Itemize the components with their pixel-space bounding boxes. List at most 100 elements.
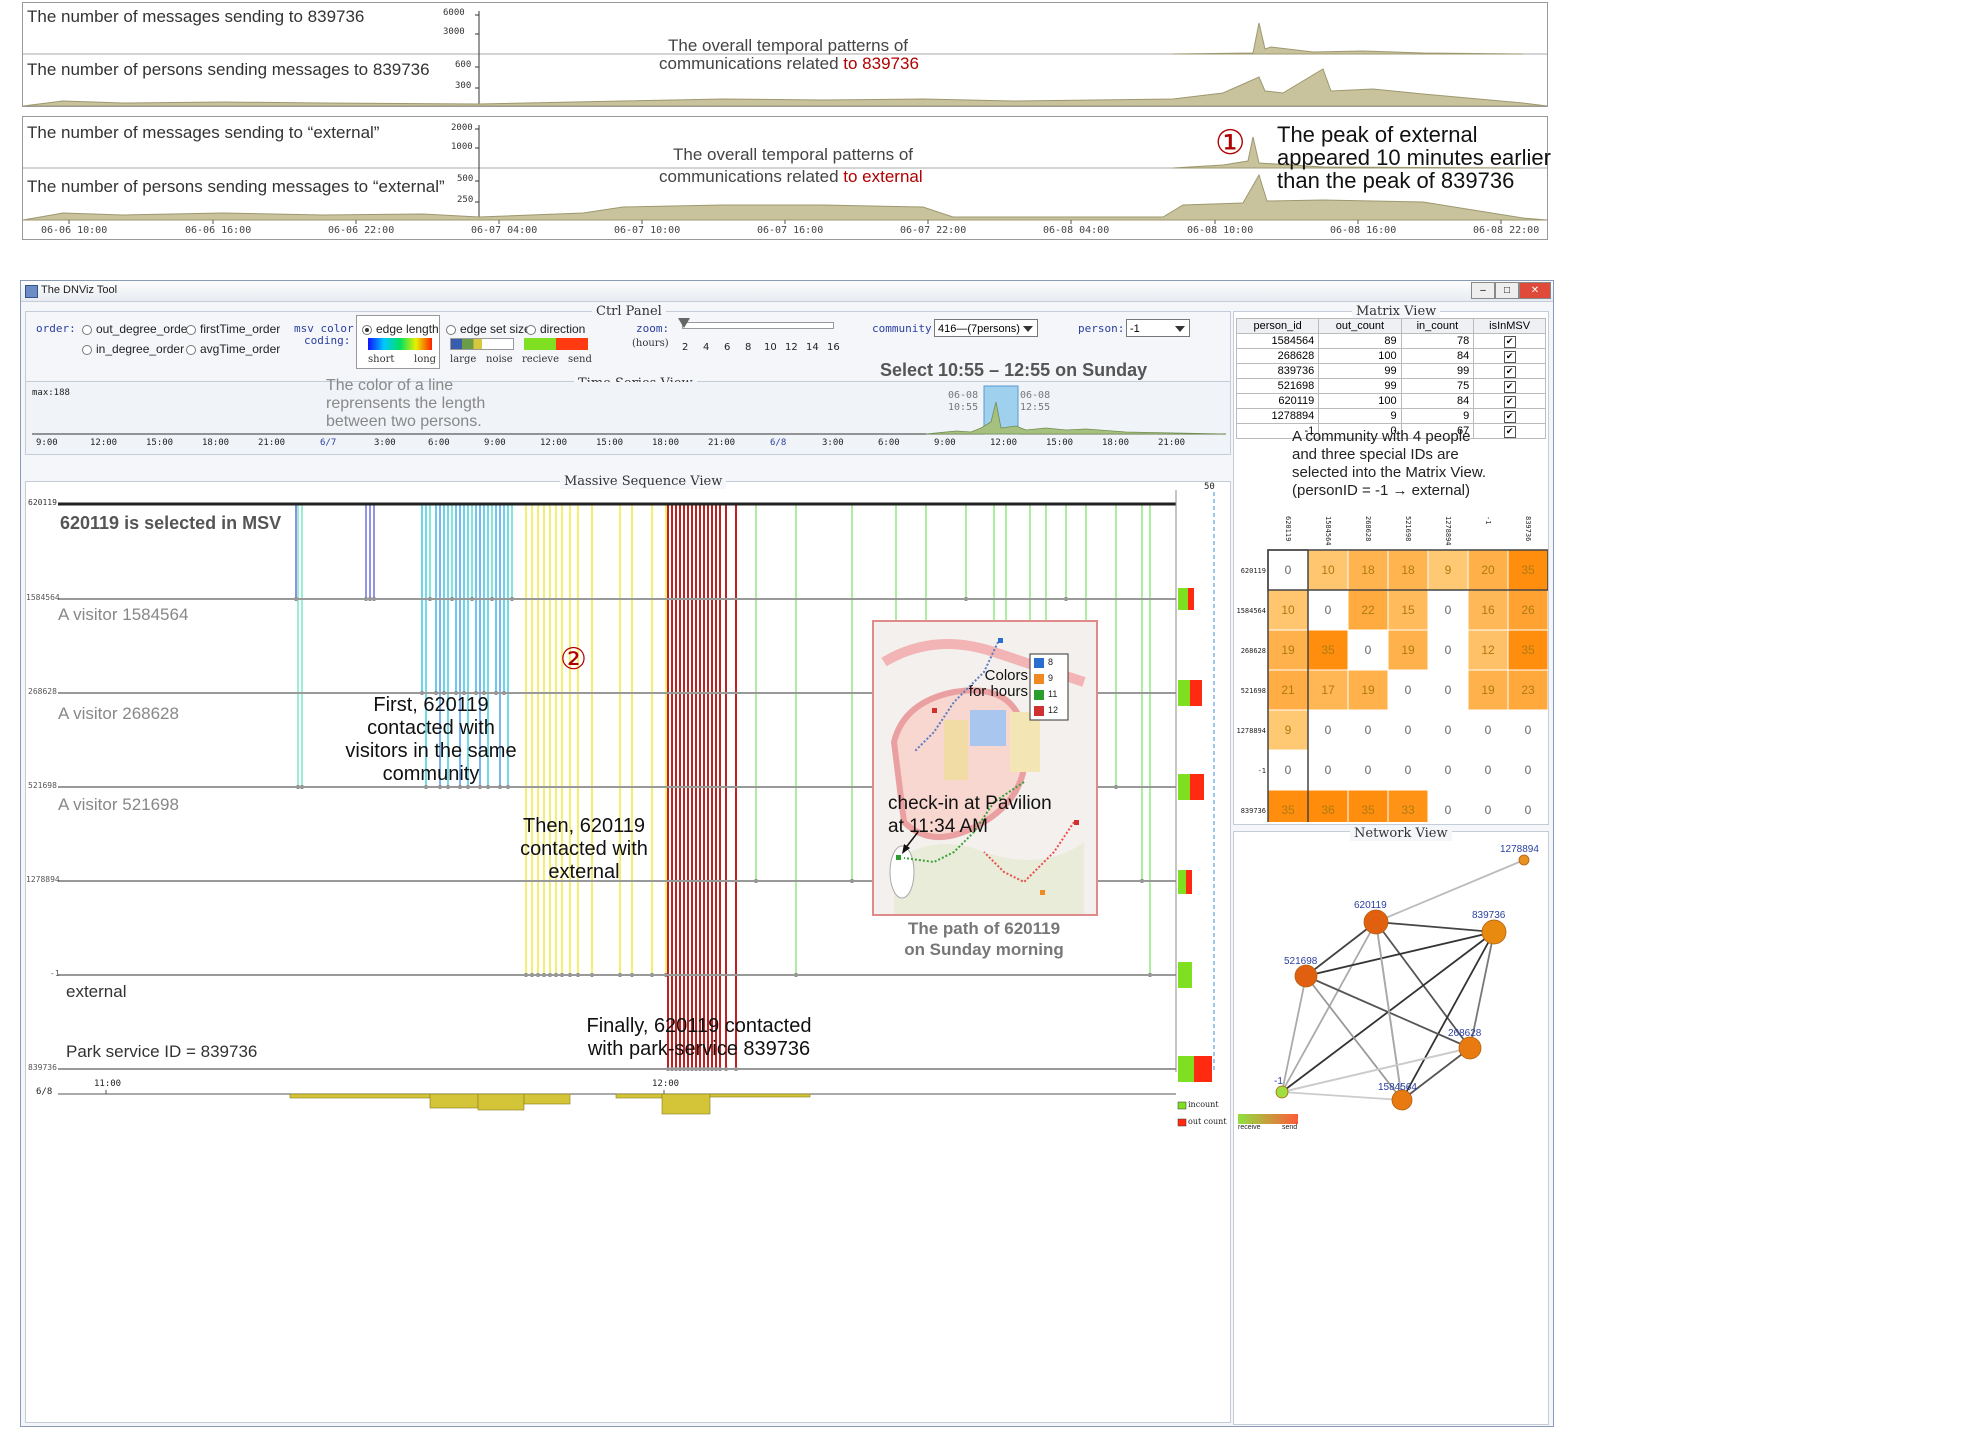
matrix-cell[interactable] [1307, 709, 1349, 751]
is-in-msv-checkbox[interactable]: ✔ [1473, 423, 1546, 439]
checkbox-icon[interactable]: ✔ [1503, 425, 1516, 438]
checkbox-icon[interactable]: ✔ [1503, 395, 1516, 408]
radio-out-degree-order[interactable]: out_degree_order [82, 322, 191, 336]
legend-long: long [414, 354, 437, 365]
matrix-cell-value: 0 [1485, 723, 1492, 737]
matrix-cell-value: 0 [1445, 643, 1452, 657]
matrix-cell-value: 23 [1521, 683, 1535, 697]
matrix-cell[interactable] [1427, 749, 1469, 791]
zoom-slider-thumb[interactable] [678, 318, 690, 328]
matrix-cell[interactable] [1387, 549, 1429, 591]
msv-plot[interactable] [26, 482, 1230, 1422]
col-header[interactable]: in_count [1400, 318, 1475, 334]
matrix-row-label: 1584564 [1236, 607, 1266, 615]
is-in-msv-checkbox[interactable]: ✔ [1473, 333, 1546, 349]
matrix-cell[interactable] [1307, 549, 1349, 591]
matrix-cell[interactable] [1467, 629, 1509, 671]
matrix-cell-value: 15 [1401, 603, 1415, 617]
radio-first-time-order[interactable]: firstTime_order [186, 322, 280, 336]
matrix-cell[interactable] [1467, 749, 1509, 791]
is-in-msv-checkbox[interactable]: ✔ [1473, 378, 1546, 394]
radio-edge-length[interactable]: edge length [362, 322, 439, 336]
matrix-cell[interactable] [1387, 589, 1429, 631]
checkbox-icon[interactable]: ✔ [1503, 365, 1516, 378]
network-node[interactable] [1481, 919, 1507, 945]
col-header[interactable]: person_id [1235, 318, 1320, 334]
table-row[interactable]: 620119 100 84 ✔ [1235, 393, 1546, 409]
network-edge [1281, 975, 1307, 1093]
table-row[interactable]: 521698 99 75 ✔ [1235, 378, 1546, 394]
matrix-cell-value: 0 [1405, 763, 1412, 777]
x-tick-label: 06-07 04:00 [471, 225, 538, 236]
network-node[interactable] [1294, 964, 1318, 988]
network-node[interactable] [1391, 1089, 1413, 1111]
is-in-msv-checkbox[interactable]: ✔ [1473, 348, 1546, 364]
annotation-finally: Finally, 620119 contacted with park-servi… [586, 1015, 812, 1060]
checkbox-icon[interactable]: ✔ [1503, 380, 1516, 393]
radio-in-degree-order[interactable]: in_degree_order [82, 342, 184, 356]
table-row[interactable]: 839736 99 99 ✔ [1235, 363, 1546, 379]
table-row[interactable]: 1278894 9 9 ✔ [1235, 408, 1546, 424]
community-select[interactable]: 416—(7persons) [934, 319, 1038, 337]
col-header[interactable]: out_count [1318, 318, 1402, 334]
col-header[interactable]: isInMSV [1473, 318, 1546, 334]
top-chart-external-plot [23, 125, 1547, 224]
matrix-cell[interactable] [1347, 709, 1389, 751]
legend-send: send [568, 354, 592, 365]
checkbox-icon[interactable]: ✔ [1503, 335, 1516, 348]
table-cell: 75 [1400, 378, 1475, 394]
checkbox-icon[interactable]: ✔ [1503, 410, 1516, 423]
annotation-overall-2: communications related to 839736 [659, 54, 919, 73]
is-in-msv-checkbox[interactable]: ✔ [1473, 408, 1546, 424]
network-node[interactable] [1275, 1085, 1289, 1099]
matrix-cell-value: 33 [1401, 803, 1415, 817]
network-edge [1401, 1047, 1471, 1101]
matrix-cell[interactable] [1387, 709, 1429, 751]
checkbox-icon[interactable]: ✔ [1503, 350, 1516, 363]
maximize-button[interactable]: □ [1495, 282, 1519, 299]
network-node[interactable] [1363, 909, 1389, 935]
zoom-slider-track[interactable] [682, 322, 834, 329]
person-select[interactable]: -1 [1126, 319, 1190, 337]
matrix-cell[interactable] [1347, 789, 1389, 822]
time-series-plot[interactable] [26, 382, 1230, 454]
network-view-title: Network View [1350, 826, 1452, 841]
radio-avg-time-order[interactable]: avgTime_order [186, 342, 280, 356]
table-row[interactable]: 268628 100 84 ✔ [1235, 348, 1546, 364]
matrix-cell[interactable] [1467, 789, 1509, 822]
matrix-cell[interactable] [1507, 709, 1548, 751]
matrix-cell-value: 18 [1361, 563, 1375, 577]
table-cell: 67 [1400, 423, 1475, 439]
legend-recieve: recieve [522, 354, 559, 365]
matrix-cell-value: 0 [1405, 683, 1412, 697]
matrix-cell[interactable] [1387, 629, 1429, 671]
matrix-cell[interactable] [1307, 629, 1349, 671]
matrix-cell[interactable] [1507, 549, 1548, 591]
radio-edge-set-size[interactable]: edge set size [446, 322, 531, 336]
matrix-cell[interactable] [1307, 749, 1349, 791]
radio-direction[interactable]: direction [526, 322, 585, 336]
radio-icon [526, 324, 536, 335]
is-in-msv-checkbox[interactable]: ✔ [1473, 393, 1546, 409]
network-node[interactable] [1458, 1036, 1482, 1060]
table-cell: 1278894 [1235, 408, 1320, 424]
matrix-cell[interactable] [1347, 669, 1389, 711]
matrix-cell[interactable] [1427, 669, 1469, 711]
matrix-cell[interactable] [1267, 709, 1309, 751]
matrix-cell[interactable] [1507, 789, 1548, 822]
close-button[interactable]: ✕ [1519, 282, 1551, 299]
table-row[interactable]: 1584564 89 78 ✔ [1235, 333, 1546, 349]
network-node[interactable] [1518, 854, 1530, 866]
matrix-cell[interactable] [1427, 789, 1469, 822]
matrix-cell[interactable] [1507, 669, 1548, 711]
network-graph[interactable]: 1278894 620119 839736 521698 268628 -1 1584564 [1234, 832, 1548, 1142]
table-row[interactable]: -1 0 67 ✔ [1235, 423, 1546, 439]
matrix-cell[interactable] [1427, 709, 1469, 751]
matrix-cell[interactable] [1467, 669, 1509, 711]
is-in-msv-checkbox[interactable]: ✔ [1473, 363, 1546, 379]
adjacency-matrix[interactable]: 620119 1584564 268628 521698 1278894 -1 839736… [1234, 508, 1548, 822]
matrix-cell-value: 0 [1325, 723, 1332, 737]
minimize-button[interactable]: – [1471, 282, 1495, 299]
matrix-cell[interactable] [1507, 629, 1548, 671]
matrix-cell[interactable] [1507, 749, 1548, 791]
